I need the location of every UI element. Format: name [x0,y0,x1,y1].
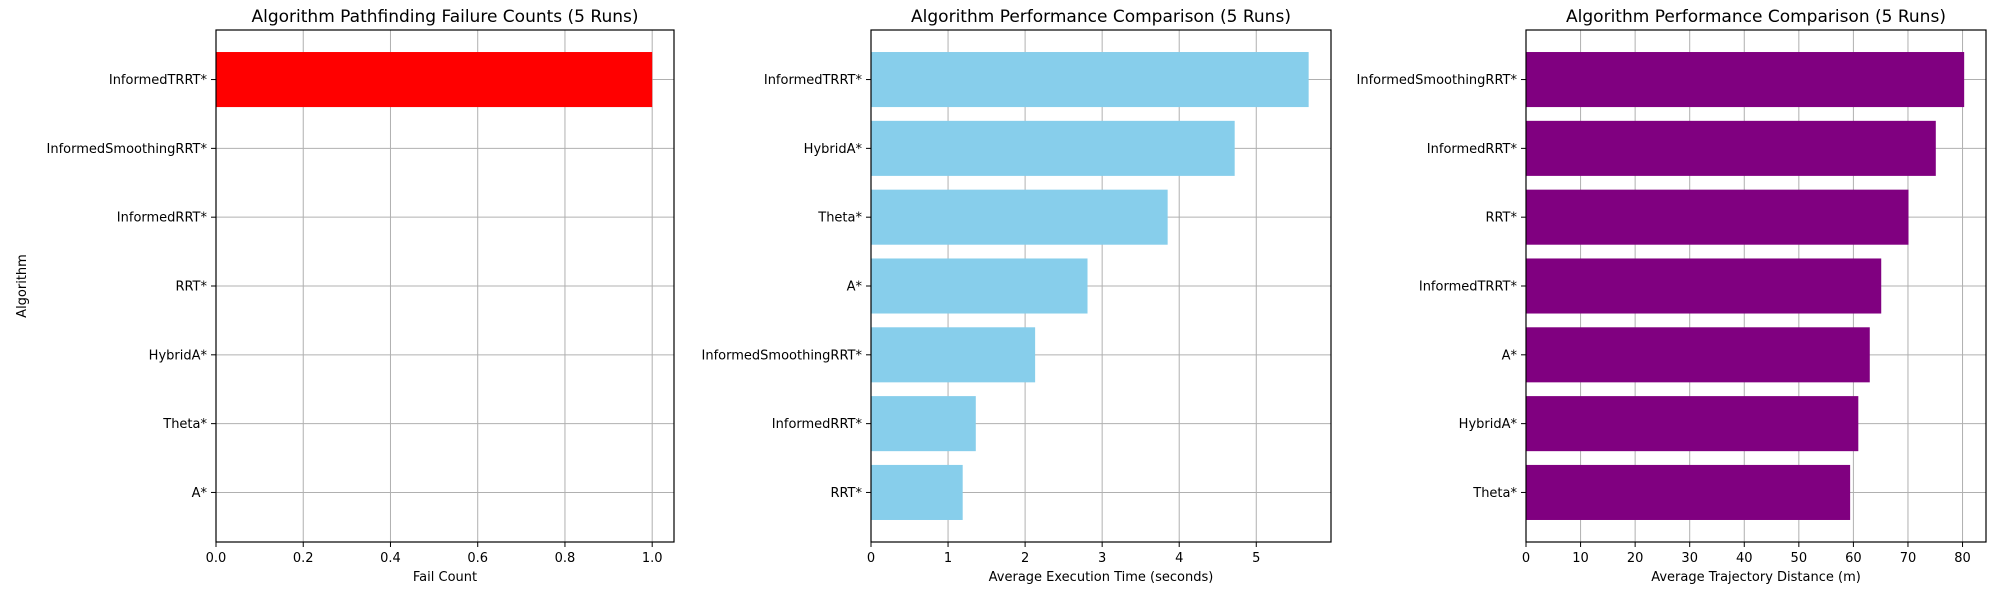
x-axis-label: Average Execution Time (seconds) [989,570,1214,585]
x-tick-label: 60 [1845,551,1862,566]
chart-title: Algorithm Pathfinding Failure Counts (5 … [252,7,639,27]
bar-rrt- [1526,189,1909,245]
bar-a- [871,258,1088,314]
x-tick-label: 0.6 [467,551,488,566]
category-label: HybridA* [804,142,863,157]
x-tick-label: 1.0 [642,551,663,566]
bar-informedtrrt- [1526,258,1882,314]
y-axis-label: Algorithm [15,254,30,318]
category-label: InformedSmoothingRRT* [47,142,208,157]
x-tick-label: 30 [1681,551,1698,566]
bar-informedsmoothingrrt- [871,327,1036,383]
x-tick-label: 70 [1900,551,1917,566]
x-tick-label: 0 [1522,551,1530,566]
x-tick-label: 4 [1175,551,1183,566]
x-tick-label: 5 [1252,551,1260,566]
bar-informedrrt- [1526,120,1936,176]
chart-title: Algorithm Performance Comparison (5 Runs… [1566,7,1946,27]
x-tick-label: 50 [1791,551,1808,566]
chart-title: Algorithm Performance Comparison (5 Runs… [911,7,1291,27]
category-label: InformedTRRT* [109,73,208,88]
category-label: InformedRRT* [772,417,863,432]
x-tick-label: 80 [1954,551,1971,566]
x-tick-label: 0.0 [206,551,227,566]
x-tick-label: 10 [1572,551,1589,566]
x-tick-label: 0.4 [380,551,401,566]
plot-frame [870,29,1332,543]
plot-frame [215,29,675,543]
x-tick-label: 0 [867,551,875,566]
category-label: Theta* [162,417,207,432]
bar-hybrida- [871,120,1235,176]
category-label: RRT* [175,280,207,295]
bar-informedtrrt- [216,52,653,108]
bar-informedrrt- [871,396,976,452]
plot-frame [1525,29,1987,543]
category-label: A* [847,280,863,295]
x-axis-label: Fail Count [413,570,477,585]
category-label: InformedTRRT* [764,73,863,88]
category-label: InformedRRT* [117,211,208,226]
bar-theta- [1526,464,1851,520]
x-tick-label: 0.2 [293,551,314,566]
x-tick-label: 0.8 [555,551,576,566]
category-label: InformedTRRT* [1419,280,1518,295]
category-label: RRT* [830,486,862,501]
bar-hybrida- [1526,396,1859,452]
bar-informedtrrt- [871,52,1309,108]
x-axis-label: Average Trajectory Distance (m) [1651,570,1861,585]
bar-a- [1526,327,1870,383]
category-label: A* [1502,348,1518,363]
category-label: Theta* [1472,486,1517,501]
category-label: Theta* [817,211,862,226]
bar-rrt- [871,464,963,520]
category-label: RRT* [1485,211,1517,226]
x-tick-label: 1 [944,551,952,566]
x-tick-label: 2 [1021,551,1029,566]
category-label: HybridA* [1459,417,1518,432]
x-tick-label: 20 [1627,551,1644,566]
category-label: InformedSmoothingRRT* [1357,73,1518,88]
category-label: A* [192,486,208,501]
category-label: InformedSmoothingRRT* [702,348,863,363]
bar-theta- [871,189,1168,245]
x-tick-label: 40 [1736,551,1753,566]
x-tick-label: 3 [1098,551,1106,566]
bar-informedsmoothingrrt- [1526,52,1965,108]
category-label: InformedRRT* [1427,142,1518,157]
category-label: HybridA* [149,348,208,363]
